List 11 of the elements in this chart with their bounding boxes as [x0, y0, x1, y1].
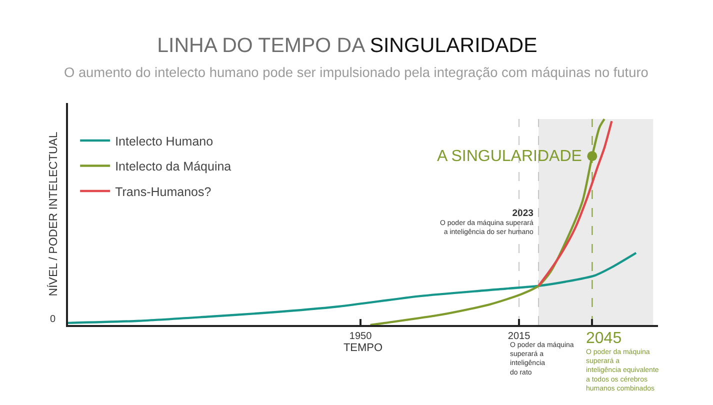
legend-label: Trans-Humanos?	[115, 184, 212, 199]
x-axis-title: TEMPO	[343, 342, 383, 354]
text: 0	[50, 314, 56, 325]
x-tick-label: 1950	[349, 331, 372, 342]
annotation: A SINGULARIDADE	[437, 148, 582, 165]
legend-label: Intelecto da Máquina	[115, 160, 232, 174]
chart-title: LINHA DO TEMPO DA SINGULARIDADE	[157, 34, 538, 58]
chart-subtitle: O aumento do intelecto humano pode ser impulsionado pela integração com máquinas no futuro	[64, 65, 649, 80]
legend-label: Intelecto Humano	[115, 134, 214, 148]
x-tick-label: 2015	[508, 331, 531, 342]
y-axis-title: NÍVEL / PODER INTELECTUAL	[46, 131, 60, 296]
